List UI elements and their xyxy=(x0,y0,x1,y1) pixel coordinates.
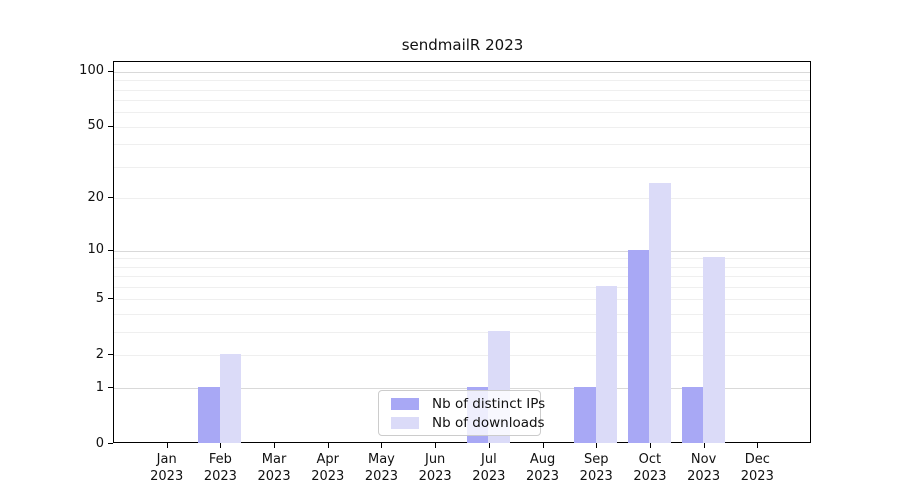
gridline-y-50 xyxy=(114,126,810,128)
x-tick-label-jul: Jul 2023 xyxy=(472,452,506,484)
bar-downloads-feb xyxy=(219,354,242,443)
x-tick-label-mar: Mar 2023 xyxy=(257,452,291,484)
x-tick-label-sep: Sep 2023 xyxy=(579,452,613,484)
x-tick-label-feb: Feb 2023 xyxy=(203,452,237,484)
x-tick-12 xyxy=(757,443,759,448)
gridline-y-80 xyxy=(114,89,810,91)
x-tick-10 xyxy=(649,443,651,448)
y-tick-10 xyxy=(108,249,113,251)
legend-label-distinct-ips: Nb of distinct IPs xyxy=(432,395,546,412)
legend-label-downloads: Nb of downloads xyxy=(432,414,545,431)
x-tick-2 xyxy=(220,443,222,448)
legend-item-distinct-ips: Nb of distinct IPs xyxy=(391,397,545,411)
bar-distinct-ips-feb xyxy=(198,387,220,443)
gridline-y-60 xyxy=(114,112,810,114)
y-tick-label-10: 10 xyxy=(87,242,104,258)
x-tick-1 xyxy=(166,443,168,448)
gridline-y-90 xyxy=(114,80,810,82)
gridline-y-6 xyxy=(114,287,810,289)
y-tick-20 xyxy=(108,197,113,199)
gridline-y-2 xyxy=(114,355,810,357)
y-tick-label-20: 20 xyxy=(87,189,104,205)
y-tick-2 xyxy=(108,354,113,356)
y-tick-50 xyxy=(108,125,113,127)
gridline-y-3 xyxy=(114,332,810,334)
legend-swatch-downloads xyxy=(391,416,419,429)
y-tick-label-100: 100 xyxy=(79,63,104,79)
bar-downloads-sep xyxy=(595,286,618,443)
legend-item-downloads: Nb of downloads xyxy=(391,416,545,430)
x-tick-6 xyxy=(435,443,437,448)
gridline-y-30 xyxy=(114,167,810,169)
x-tick-5 xyxy=(381,443,383,448)
gridline-y-10 xyxy=(114,250,810,252)
x-tick-7 xyxy=(488,443,490,448)
y-tick-label-5: 5 xyxy=(95,290,104,306)
x-tick-label-oct: Oct 2023 xyxy=(633,452,667,484)
x-tick-label-apr: Apr 2023 xyxy=(311,452,345,484)
x-tick-8 xyxy=(542,443,544,448)
gridline-y-8 xyxy=(114,266,810,268)
bar-distinct-ips-oct xyxy=(627,249,650,443)
x-tick-label-jan: Jan 2023 xyxy=(150,452,184,484)
x-tick-label-may: May 2023 xyxy=(364,452,398,484)
y-tick-label-2: 2 xyxy=(95,346,104,362)
gridline-y-9 xyxy=(114,258,810,260)
legend: Nb of distinct IPs Nb of downloads xyxy=(378,390,545,436)
gridline-y-100 xyxy=(114,71,810,73)
y-tick-1 xyxy=(108,387,113,389)
gridline-y-20 xyxy=(114,198,810,200)
bar-distinct-ips-sep xyxy=(574,387,596,443)
x-tick-11 xyxy=(703,443,705,448)
bar-downloads-oct xyxy=(649,183,671,443)
y-tick-5 xyxy=(108,298,113,300)
x-tick-label-nov: Nov 2023 xyxy=(687,452,721,484)
gridline-y-5 xyxy=(114,299,810,301)
gridline-y-7 xyxy=(114,276,810,278)
gridline-y-70 xyxy=(114,100,810,102)
x-tick-4 xyxy=(327,443,329,448)
y-tick-100 xyxy=(108,70,113,72)
x-tick-9 xyxy=(596,443,598,448)
y-tick-label-50: 50 xyxy=(87,118,104,134)
x-tick-label-aug: Aug 2023 xyxy=(525,452,560,484)
y-tick-label-0: 0 xyxy=(95,435,104,451)
bar-downloads-nov xyxy=(703,257,725,443)
x-tick-label-dec: Dec 2023 xyxy=(740,452,774,484)
gridline-y-1 xyxy=(114,388,810,390)
y-tick-label-1: 1 xyxy=(95,379,104,395)
chart-title: sendmailR 2023 xyxy=(401,36,524,54)
gridline-y-40 xyxy=(114,144,810,146)
legend-swatch-distinct-ips xyxy=(391,397,419,410)
x-tick-3 xyxy=(274,443,276,448)
gridline-y-4 xyxy=(114,314,810,316)
x-tick-label-jun: Jun 2023 xyxy=(418,452,452,484)
y-tick-0 xyxy=(108,443,113,444)
bar-distinct-ips-nov xyxy=(681,387,704,443)
